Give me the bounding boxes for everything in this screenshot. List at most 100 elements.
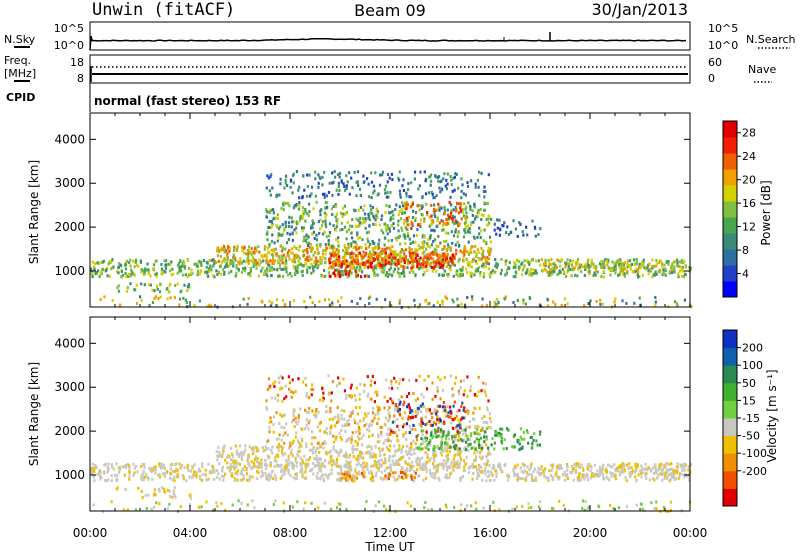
power-cell bbox=[228, 249, 231, 253]
power-cell bbox=[674, 300, 677, 304]
velocity-cell bbox=[280, 438, 283, 442]
velocity-cell bbox=[366, 468, 369, 471]
velocity-cell bbox=[420, 429, 423, 433]
velocity-cell bbox=[209, 470, 212, 474]
power-cell bbox=[293, 256, 296, 260]
power-cell bbox=[684, 264, 687, 268]
power-cell bbox=[651, 264, 654, 268]
velocity-cell bbox=[301, 428, 304, 432]
power-cell bbox=[251, 250, 254, 254]
velocity-cell bbox=[329, 410, 332, 414]
velocity-cell bbox=[354, 421, 357, 425]
velocity-cell bbox=[240, 470, 243, 474]
power-cell bbox=[350, 242, 353, 246]
power-cell bbox=[417, 258, 420, 262]
velocity-cell bbox=[282, 446, 285, 450]
power-cell bbox=[499, 272, 502, 276]
power-cell bbox=[331, 244, 334, 248]
power-cell bbox=[379, 252, 382, 256]
power-cell bbox=[551, 266, 554, 270]
velocity-cell bbox=[330, 468, 333, 472]
power-colorbar-segment bbox=[723, 153, 737, 170]
power-cell bbox=[375, 297, 378, 301]
power-cell bbox=[266, 230, 269, 234]
velocity-cell bbox=[521, 446, 524, 450]
velocity-cell bbox=[415, 446, 418, 450]
power-cell bbox=[367, 253, 370, 256]
velocity-cell bbox=[332, 434, 335, 438]
velocity-cell bbox=[645, 476, 648, 480]
power-cell bbox=[307, 214, 310, 217]
velocity-cell bbox=[287, 458, 290, 462]
velocity-cell bbox=[402, 432, 405, 436]
power-cell bbox=[336, 255, 339, 259]
power-cell bbox=[206, 261, 209, 265]
velocity-cell bbox=[325, 405, 328, 408]
velocity-cell bbox=[409, 408, 412, 412]
velocity-cell bbox=[448, 476, 451, 480]
velocity-cell bbox=[294, 420, 298, 424]
power-cell bbox=[264, 245, 267, 249]
power-cell bbox=[336, 274, 340, 278]
power-cell bbox=[438, 186, 441, 190]
power-cell bbox=[453, 263, 456, 267]
power-cell bbox=[291, 259, 294, 263]
velocity-cell bbox=[447, 431, 450, 435]
freq-label-top: Freq. bbox=[4, 54, 31, 67]
power-cell bbox=[450, 258, 453, 262]
power-cell bbox=[470, 251, 473, 255]
power-cell bbox=[473, 202, 476, 206]
velocity-cell bbox=[289, 444, 292, 448]
power-cell bbox=[398, 260, 401, 264]
power-cell bbox=[195, 262, 198, 266]
power-cell bbox=[482, 239, 485, 243]
velocity-cell bbox=[251, 447, 254, 451]
power-cell bbox=[516, 234, 519, 238]
power-cell bbox=[397, 253, 400, 256]
velocity-cell bbox=[363, 416, 366, 420]
power-cell bbox=[343, 261, 346, 265]
velocity-cell bbox=[466, 412, 469, 415]
power-cell bbox=[258, 250, 261, 254]
velocity-cell bbox=[158, 473, 161, 476]
power-cell bbox=[352, 258, 355, 262]
velocity-cell bbox=[439, 378, 442, 382]
power-cell bbox=[681, 265, 684, 269]
power-cell bbox=[276, 259, 280, 263]
velocity-cell bbox=[673, 478, 676, 481]
power-cell bbox=[308, 202, 311, 206]
power-cell bbox=[607, 258, 610, 262]
velocity-cell bbox=[361, 466, 364, 470]
power-cell bbox=[474, 215, 477, 219]
noise-sky-label: N.Sky bbox=[4, 33, 36, 46]
power-cell bbox=[478, 194, 481, 198]
power-cell bbox=[474, 269, 477, 273]
velocity-cell bbox=[452, 427, 455, 430]
power-cell bbox=[143, 283, 146, 287]
power-cell bbox=[423, 235, 426, 239]
velocity-cell bbox=[449, 409, 452, 413]
power-cell bbox=[268, 244, 271, 248]
power-cell bbox=[228, 247, 231, 251]
power-cell bbox=[435, 194, 438, 198]
velocity-cell bbox=[472, 472, 475, 475]
velocity-cell bbox=[465, 456, 468, 459]
power-cell bbox=[321, 175, 324, 179]
power-cell bbox=[517, 265, 520, 269]
velocity-cell bbox=[322, 442, 325, 446]
power-cell bbox=[291, 238, 294, 242]
power-cell bbox=[474, 182, 477, 186]
power-cell bbox=[389, 246, 392, 250]
power-cell bbox=[253, 259, 256, 263]
power-cell bbox=[130, 270, 134, 274]
power-cell bbox=[187, 283, 190, 287]
power-cell bbox=[570, 274, 573, 278]
velocity-cell bbox=[479, 470, 482, 474]
velocity-cell bbox=[388, 459, 391, 463]
velocity-cell bbox=[368, 471, 371, 475]
velocity-cell bbox=[418, 422, 421, 426]
velocity-cell bbox=[316, 471, 319, 475]
velocity-cell bbox=[657, 473, 660, 476]
velocity-cell bbox=[625, 479, 628, 483]
power-cell bbox=[392, 226, 396, 230]
